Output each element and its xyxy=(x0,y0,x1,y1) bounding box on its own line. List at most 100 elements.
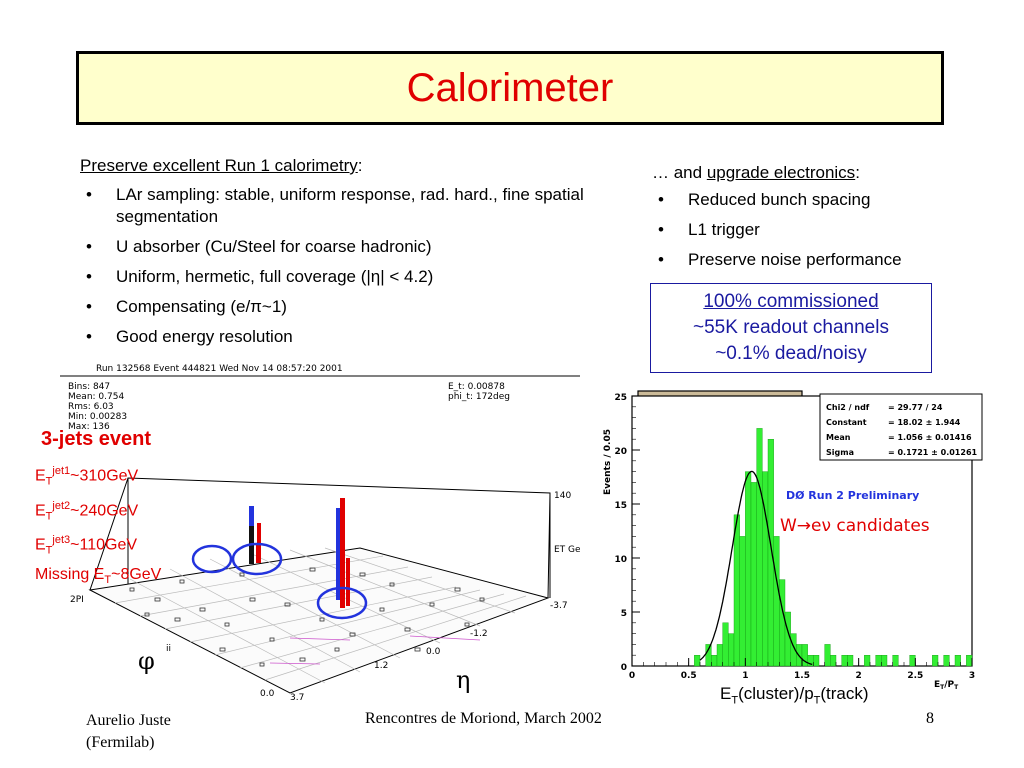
hist-bar xyxy=(875,655,882,667)
eta-37-label: 3.7 xyxy=(290,693,304,703)
tower-jet3-em xyxy=(346,558,350,606)
x-tick-label: 2 xyxy=(856,671,862,681)
page-number: 8 xyxy=(926,710,934,727)
hist-bar xyxy=(841,655,848,667)
lego-magenta-lines xyxy=(269,635,481,665)
phi-axis-mark: ii xyxy=(166,644,171,654)
eta-00-label: 0.0 xyxy=(426,647,441,657)
stat-line: Rms: 6.03 xyxy=(68,402,114,412)
x-tick-label: 0 xyxy=(629,671,635,681)
preliminary-label: DØ Run 2 Preliminary xyxy=(786,489,919,502)
jet-circle xyxy=(231,542,283,576)
slide-title: Calorimeter xyxy=(406,65,614,110)
right-header-link[interactable]: upgrade electronics xyxy=(706,163,856,182)
hist-ylabel: Events / 0.05 xyxy=(603,429,613,495)
lego-cells xyxy=(129,567,485,667)
right-bullet: L1 trigger xyxy=(652,219,992,241)
stat-line: Bins: 847 xyxy=(68,382,110,392)
fit-stat-value: = 18.02 ± 1.944 xyxy=(888,418,961,427)
jet-et: ETjet3~110GeV xyxy=(35,534,138,557)
jet-circle xyxy=(191,544,233,574)
fit-stat-label: Mean xyxy=(826,433,851,442)
et-line: E_t: 0.00878 xyxy=(448,382,505,392)
hist-bar xyxy=(892,655,899,667)
left-bullet: Compensating (e/π~1) xyxy=(80,296,600,318)
readout-channels: ~55K readout channels xyxy=(693,317,889,338)
left-header-link[interactable]: Preserve excellent Run 1 calorimetry xyxy=(80,156,358,175)
event-header: Run 132568 Event 444821 Wed Nov 14 08:57… xyxy=(96,364,343,374)
x-tick-label: 3 xyxy=(969,671,975,681)
fit-stats: Chi2 / ndf = 29.77 / 24 Constant = 18.02… xyxy=(826,403,978,457)
hist-bar xyxy=(767,439,774,667)
hist-bar xyxy=(779,579,786,667)
hist-xlabel: ET(cluster)/pT(track) xyxy=(720,684,869,707)
title-banner: Calorimeter xyxy=(76,51,944,125)
hist-bar xyxy=(722,622,729,667)
hist-plot-area: 0 5 10 15 20 25 0 0.5 1 1.5 2 2.5 3 xyxy=(614,393,975,681)
lego-frame xyxy=(88,477,551,694)
lego-plot: Run 132568 Event 444821 Wed Nov 14 08:57… xyxy=(60,364,588,703)
hist-bar xyxy=(943,655,950,667)
lego-grid xyxy=(114,547,527,684)
hist-bar xyxy=(824,644,831,667)
hist-bar xyxy=(745,471,752,667)
left-bullet: LAr sampling: stable, uniform response, … xyxy=(80,184,600,228)
left-header-colon: : xyxy=(357,156,363,175)
jet-et: ETjet2~240GeV xyxy=(35,499,139,523)
missing-et: Missing ET~8GeV xyxy=(35,565,162,586)
hist-bar xyxy=(847,655,854,667)
hist-bar xyxy=(881,655,888,667)
author-affiliation: (Fermilab) xyxy=(86,734,155,751)
eta-m12-label: -1.2 xyxy=(470,629,488,639)
right-header: … and upgrade electronics: xyxy=(652,163,860,183)
hist-bar xyxy=(909,655,916,667)
fit-stat-label: Constant xyxy=(826,418,867,427)
eta-axis-symbol: η xyxy=(456,666,470,694)
fit-stat-value: = 0.1721 ± 0.01261 xyxy=(888,448,978,457)
x-tick-label: 1.5 xyxy=(794,671,810,681)
hist-bar xyxy=(830,655,837,667)
left-bullet: Good energy resolution xyxy=(80,326,600,348)
fit-stat-value: = 1.056 ± 0.01416 xyxy=(888,433,972,442)
fit-stat-value: = 29.77 / 24 xyxy=(888,403,943,412)
eta-12-label: 1.2 xyxy=(374,661,388,671)
tower-jet1-had xyxy=(249,506,254,526)
author-name: Aurelio Juste xyxy=(86,712,171,729)
hist-bar xyxy=(705,644,712,667)
right-header-prefix: … and xyxy=(652,163,707,182)
commissioned-title: 100% commissioned xyxy=(703,291,879,312)
commissioned-box: 100% commissioned ~55K readout channels … xyxy=(650,283,932,373)
event-title: 3-jets event xyxy=(41,428,152,450)
gaussian-fit-curve xyxy=(699,470,813,666)
candidates-label: W→eν candidates xyxy=(780,516,930,536)
y-tick-label: 15 xyxy=(614,501,627,511)
right-bullet: Preserve noise performance xyxy=(652,249,992,271)
tower-jet1 xyxy=(249,506,254,564)
left-bullet: U absorber (Cu/Steel for coarse hadronic… xyxy=(80,236,600,258)
jet-list: ETjet1~310GeV ETjet2~240GeV ETjet3~110Ge… xyxy=(35,459,161,592)
fit-stats-box xyxy=(819,393,983,461)
histogram-panel: ET/PT 0 5 10 15 20 25 0 0.5 1 1.5 2 2.5 3 Chi2 / ndf… xyxy=(594,384,986,706)
stat-line: Min: 0.00283 xyxy=(68,412,127,422)
hist-bar xyxy=(716,644,723,667)
left-header: Preserve excellent Run 1 calorimetry: xyxy=(80,156,363,176)
hist-bar xyxy=(864,655,871,667)
y-tick-label: 5 xyxy=(621,609,627,619)
tower-jet2 xyxy=(256,543,260,563)
et-line: phi_t: 172deg xyxy=(448,392,510,402)
right-header-colon: : xyxy=(855,163,860,182)
tower-jet3 xyxy=(340,498,345,608)
jet-circle xyxy=(316,586,368,620)
dead-noisy: ~0.1% dead/noisy xyxy=(715,343,867,364)
hist-bar xyxy=(954,655,961,667)
x-tick-label: 0.5 xyxy=(681,671,697,681)
hist-bar xyxy=(756,428,763,667)
histogram-chart: ET/PT 0 5 10 15 20 25 0 0.5 1 1.5 2 2.5 3 Chi2 / ndf… xyxy=(603,390,983,691)
hist-bar xyxy=(813,655,820,667)
phi-zero-label: 0.0 xyxy=(260,689,275,699)
z-max-label: 140 xyxy=(554,491,571,501)
phi-top-label: 2PI xyxy=(70,595,84,605)
hist-bar xyxy=(750,482,757,667)
left-bullet-list: LAr sampling: stable, uniform response, … xyxy=(80,184,600,356)
hist-bar xyxy=(773,536,780,667)
